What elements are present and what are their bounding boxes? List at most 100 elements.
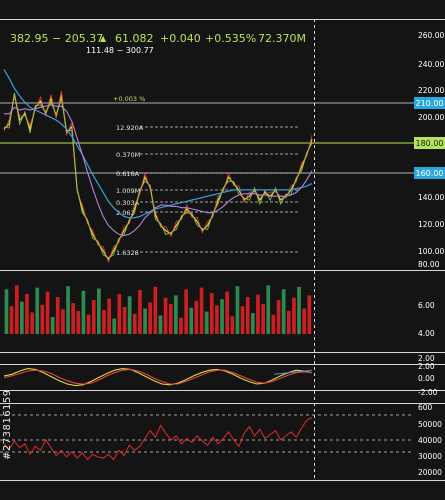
indicator-series-group (0, 414, 414, 461)
fib-label-4: 1.009M (116, 187, 140, 195)
oscillator-line-1 (3, 368, 313, 385)
volume-bar-34 (179, 317, 183, 334)
indicator-tick-label-4: 20000 (418, 468, 442, 477)
indicator-tick-label-3: 30000 (418, 452, 442, 461)
sub-range-text: 111.48 − 300.77 (86, 46, 154, 55)
volume-tick-label-2: 2.00 (418, 354, 435, 363)
fib-label-2: 0.370M (116, 151, 140, 159)
volume-tick-label-1: 4.00 (418, 329, 435, 338)
volume-bar-48 (251, 313, 255, 334)
volume-bar-3 (20, 301, 24, 334)
volume-bar-8 (45, 291, 50, 334)
volume-bar-16 (86, 314, 91, 334)
volume-bar-0 (4, 289, 9, 334)
volume-bar-13 (71, 303, 75, 334)
change-value-4: 72.370M (258, 32, 306, 45)
price-tick-label-8: 100.00 (418, 247, 444, 256)
fib-label-7: 1.6328 (116, 249, 139, 257)
volume-bar-10 (55, 297, 60, 334)
volume-bar-19 (102, 310, 106, 334)
price-series-group (3, 69, 313, 264)
price-tick-label-1: 240.00 (418, 60, 444, 69)
volume-bar-23 (122, 307, 127, 334)
price-tick-label-0: 260.00 (418, 31, 444, 40)
volume-bar-29 (153, 286, 158, 334)
volume-bar-53 (276, 300, 281, 334)
volume-bar-33 (174, 295, 178, 334)
volume-bar-15 (81, 290, 86, 334)
fib-label-1: 12.920A (116, 124, 144, 132)
volume-bar-32 (168, 303, 173, 334)
volume-bar-42 (220, 299, 224, 334)
volume-bar-4 (25, 293, 29, 334)
fib-label-6: 2.062 (116, 209, 135, 217)
volume-bar-20 (107, 298, 111, 334)
volume-bar-50 (261, 303, 265, 334)
price-series-line-2 (4, 104, 313, 237)
volume-bar-14 (76, 310, 81, 334)
volume-bar-7 (40, 304, 45, 334)
indicator-line-0 (3, 417, 313, 461)
price-badge-180-bg (414, 137, 445, 149)
price-series-line-1 (3, 69, 313, 219)
volume-bar-11 (61, 309, 65, 334)
price-tick-label-6: 140.00 (418, 193, 444, 202)
volume-bar-47 (245, 297, 250, 334)
volume-bar-21 (112, 318, 117, 334)
volume-bar-40 (209, 293, 214, 334)
volume-bar-55 (286, 310, 291, 334)
volume-bar-49 (256, 294, 260, 334)
volume-bar-24 (127, 296, 132, 334)
price-noise-line-1 (3, 92, 313, 259)
price-badge-210: 210.00 (414, 97, 445, 109)
price-badge-210-text: 210.00 (416, 99, 444, 108)
volume-bar-44 (230, 316, 235, 334)
volume-bar-30 (158, 315, 163, 334)
volume-bar-36 (189, 307, 194, 334)
oscillator-series-group (3, 368, 313, 387)
volume-bar-22 (117, 293, 122, 334)
oscillator-signal-line (273, 369, 313, 375)
oscillator-line-0 (3, 368, 313, 387)
volume-bar-12 (66, 286, 70, 334)
volume-bar-5 (30, 312, 34, 334)
volume-bar-26 (138, 290, 142, 334)
up-arrow-icon: ▲ (100, 34, 107, 43)
volume-bar-1 (9, 306, 14, 334)
price-levels (0, 102, 414, 253)
price-badge-160-text: 160.00 (416, 169, 444, 178)
indicator-tick-label-1: 50000 (418, 420, 442, 429)
indicator-tick-label-0: 600 (418, 403, 433, 412)
change-value-2: +0.040 (160, 32, 201, 45)
volume-bar-57 (297, 286, 301, 334)
price-tick-label-7: 120.00 (418, 220, 444, 229)
price-badge-180-text: 180.00 (416, 139, 444, 148)
price-badge-160-bg (414, 167, 445, 179)
volume-bar-18 (97, 288, 101, 334)
volume-tick-label-0: 6.00 (418, 301, 435, 310)
volume-bar-41 (215, 305, 219, 334)
volume-bars-group (4, 285, 312, 334)
volume-bar-37 (194, 300, 199, 334)
volume-bar-25 (132, 313, 137, 334)
price-noise-line-0 (3, 90, 313, 264)
price-badge-180: 180.00 (414, 137, 445, 149)
volume-bar-56 (292, 297, 296, 334)
price-tick-label-9: 80.00 (418, 260, 440, 269)
oscillator-tick-label-1: 0.00 (418, 374, 435, 383)
fib-label-3: 0.616A (116, 170, 140, 178)
fib-label-5: 0.303A (116, 199, 140, 207)
fib-label-0: +0.003 % (113, 95, 145, 103)
volume-bar-38 (199, 287, 204, 334)
change-value-1: 61.082 (115, 32, 154, 45)
range-text: 382.95 − 205.37 (10, 32, 103, 45)
price-badge-210-bg (414, 97, 445, 109)
volume-bar-9 (50, 317, 55, 334)
volume-bar-39 (204, 311, 209, 334)
volume-bar-17 (91, 300, 96, 334)
indicator-tick-label-2: 40000 (418, 436, 442, 445)
volume-bar-2 (14, 285, 19, 334)
volume-bar-31 (163, 297, 168, 334)
oscillator-tick-label-2: -2.00 (418, 388, 438, 397)
